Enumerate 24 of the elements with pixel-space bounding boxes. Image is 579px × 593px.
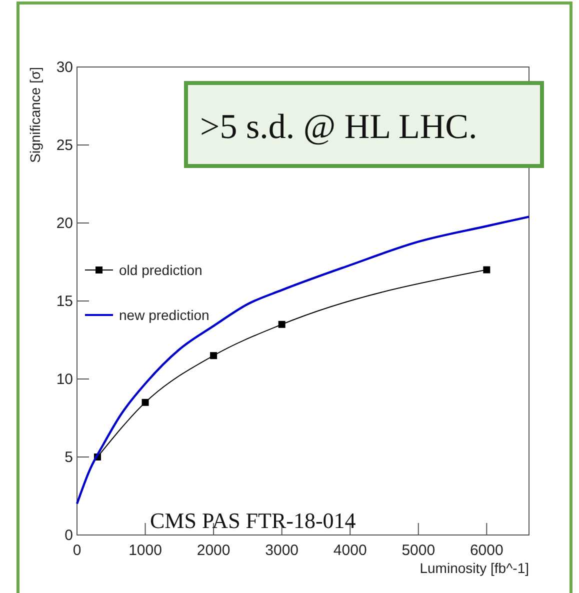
point xyxy=(210,352,218,360)
annotation: CMS PAS FTR-18-014 xyxy=(150,508,356,533)
y-tick-label: 30 xyxy=(56,59,73,76)
line-series xyxy=(76,216,530,505)
x-tick-label: 6000 xyxy=(470,542,504,559)
legend-label: old prediction xyxy=(119,262,202,278)
x-axis-title: Luminosity [fb^-1] xyxy=(420,560,529,576)
y-tick-label: 0 xyxy=(64,527,73,544)
y-tick-label: 5 xyxy=(64,449,73,466)
annotation: >5 s.d. @ HL LHC. xyxy=(200,107,478,146)
y-tick-label: 20 xyxy=(56,215,73,232)
y-tick-label: 25 xyxy=(56,137,73,154)
x-tick-label: 3000 xyxy=(265,542,299,559)
point xyxy=(483,266,490,274)
point xyxy=(142,398,149,406)
y-tick-label: 10 xyxy=(56,371,73,388)
y-axis-title: Significance [σ] xyxy=(27,67,43,163)
x-tick-label: 2000 xyxy=(196,542,230,559)
y-tick-label: 15 xyxy=(56,293,73,310)
point xyxy=(278,320,286,328)
legend-label: new prediction xyxy=(119,307,210,323)
x-tick-label: 4000 xyxy=(333,542,367,559)
x-tick-label: 1000 xyxy=(128,542,162,559)
x-tick-label: 5000 xyxy=(402,542,436,559)
